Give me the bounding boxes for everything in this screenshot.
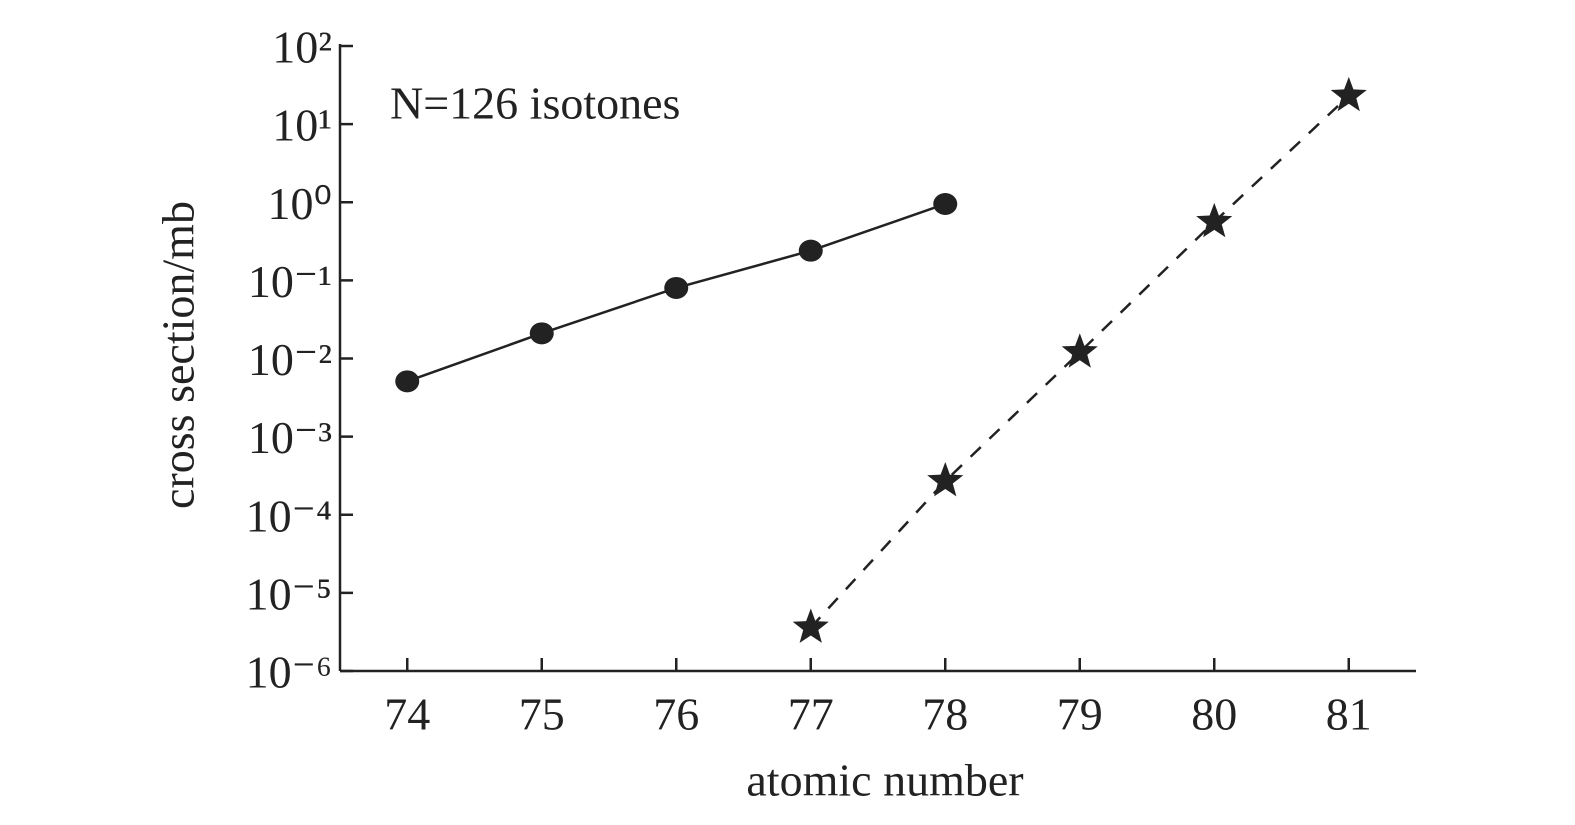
x-tick-label: 79 xyxy=(1057,689,1103,740)
y-axis-label: cross section/mb xyxy=(153,201,204,509)
circle-marker xyxy=(395,370,420,393)
circle-marker xyxy=(798,239,823,262)
x-tick-label: 77 xyxy=(788,689,834,740)
y-tick-label: 10⁻⁵ xyxy=(246,568,332,619)
series-line xyxy=(809,94,1350,629)
circle-marker xyxy=(529,322,554,345)
y-tick-label: 10⁻⁴ xyxy=(246,490,332,541)
y-tick-label: 10⁻¹ xyxy=(248,256,332,307)
y-tick-label: 10⁻³ xyxy=(248,412,332,463)
x-tick-label: 75 xyxy=(519,689,565,740)
x-tick-label: 81 xyxy=(1326,689,1372,740)
x-tick-label: 74 xyxy=(384,689,430,740)
y-tick-label: 10⁻² xyxy=(248,334,332,385)
star-marker xyxy=(1330,76,1367,112)
circle-marker xyxy=(664,276,689,299)
y-tick-label: 10⁰ xyxy=(268,178,332,229)
annotation: N=126 isotones xyxy=(390,78,680,129)
star-marker xyxy=(927,462,964,497)
star-marker xyxy=(1061,333,1098,368)
y-tick-label: 10¹ xyxy=(272,100,332,151)
x-axis-label: atomic number xyxy=(746,755,1023,806)
y-tick-label: 10² xyxy=(272,22,332,73)
y-tick-label: 10⁻⁶ xyxy=(246,647,332,698)
x-tick-label: 78 xyxy=(922,689,968,740)
x-tick-label: 76 xyxy=(653,689,699,740)
circle-marker xyxy=(933,192,958,215)
star-marker xyxy=(1196,202,1233,238)
x-tick-label: 80 xyxy=(1191,689,1237,740)
star-marker xyxy=(792,608,829,643)
